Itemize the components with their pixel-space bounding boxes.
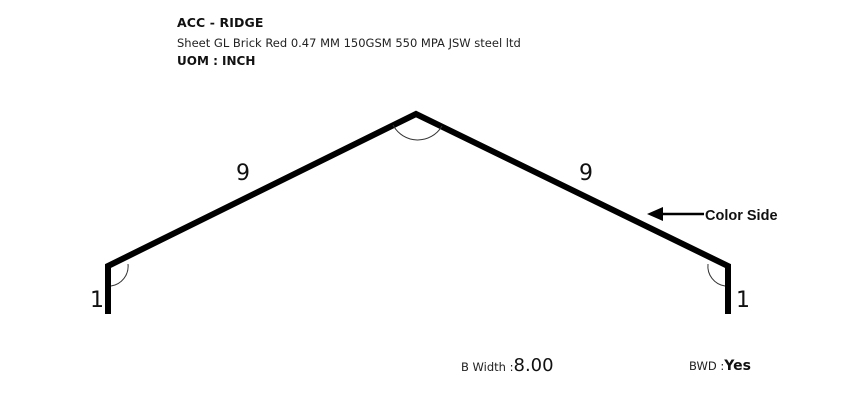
- color-side-label: Color Side: [705, 208, 778, 224]
- profile-title: ACC - RIDGE: [177, 15, 264, 30]
- bwd-value: Yes: [724, 358, 751, 374]
- material-description: Sheet GL Brick Red 0.47 MM 150GSM 550 MP…: [177, 36, 521, 50]
- b-width: B Width :8.00: [461, 355, 554, 376]
- bwd-label: BWD :: [689, 359, 725, 373]
- right-flange-length: 1: [736, 288, 750, 313]
- unit-of-measure: UOM : INCH: [177, 54, 256, 68]
- b-width-label: B Width :: [461, 360, 514, 374]
- left-slope-length: 9: [236, 161, 250, 186]
- apex-angle-arc: [392, 124, 443, 141]
- left-bend-angle-arc: [110, 263, 129, 287]
- left-flange-length: 1: [90, 288, 104, 313]
- color-side-arrowhead: [647, 207, 663, 221]
- header: ACC - RIDGE Sheet GL Brick Red 0.47 MM 1…: [177, 14, 521, 68]
- right-slope-length: 9: [579, 161, 593, 186]
- bwd: BWD :Yes: [689, 355, 751, 374]
- b-width-value: 8.00: [513, 355, 554, 376]
- ridge-profile-line: [105, 110, 731, 314]
- right-bend-angle-arc: [707, 263, 726, 287]
